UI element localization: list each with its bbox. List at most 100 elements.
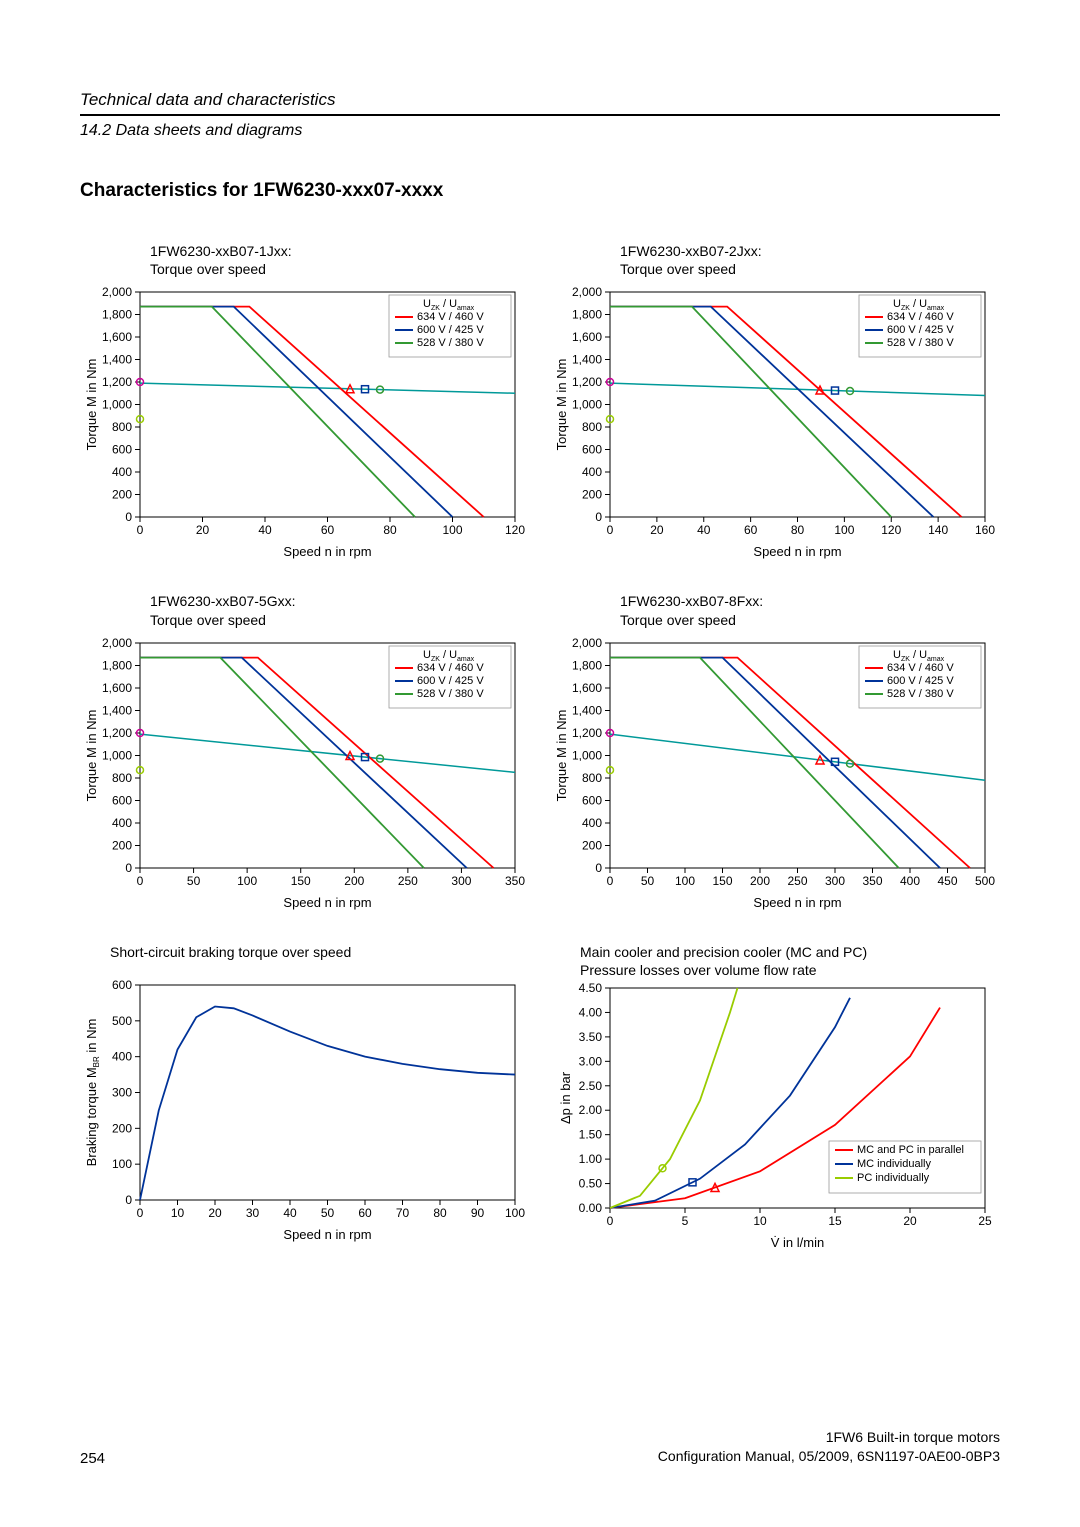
svg-text:200: 200 bbox=[112, 838, 132, 852]
svg-text:0.50: 0.50 bbox=[579, 1177, 603, 1191]
svg-text:40: 40 bbox=[697, 523, 711, 537]
svg-text:Speed n in rpm: Speed n in rpm bbox=[753, 895, 841, 910]
svg-text:0: 0 bbox=[137, 523, 144, 537]
chart-2-title2: Torque over speed bbox=[620, 260, 1000, 278]
chart-1-title2: Torque over speed bbox=[150, 260, 530, 278]
svg-text:0: 0 bbox=[125, 1193, 132, 1207]
svg-text:200: 200 bbox=[344, 874, 364, 888]
svg-text:400: 400 bbox=[112, 465, 132, 479]
svg-text:20: 20 bbox=[650, 523, 664, 537]
svg-text:100: 100 bbox=[112, 1157, 132, 1171]
svg-text:0: 0 bbox=[607, 874, 614, 888]
svg-text:400: 400 bbox=[900, 874, 920, 888]
svg-text:Torque M in Nm: Torque M in Nm bbox=[554, 359, 569, 451]
svg-text:634 V / 460 V: 634 V / 460 V bbox=[417, 311, 484, 323]
chart-braking-cell: Short-circuit braking torque over speed … bbox=[80, 943, 530, 1253]
svg-text:600: 600 bbox=[112, 978, 132, 992]
svg-text:1,200: 1,200 bbox=[102, 726, 132, 740]
svg-text:528 V / 380 V: 528 V / 380 V bbox=[417, 337, 484, 349]
svg-text:80: 80 bbox=[433, 1206, 447, 1220]
svg-text:634 V / 460 V: 634 V / 460 V bbox=[417, 662, 484, 674]
svg-text:1,400: 1,400 bbox=[102, 703, 132, 717]
svg-text:500: 500 bbox=[112, 1014, 132, 1028]
svg-text:200: 200 bbox=[750, 874, 770, 888]
svg-text:0.00: 0.00 bbox=[579, 1201, 603, 1215]
svg-text:140: 140 bbox=[928, 523, 948, 537]
svg-text:1.50: 1.50 bbox=[579, 1128, 603, 1142]
section-subtitle: 14.2 Data sheets and diagrams bbox=[80, 122, 1000, 140]
chart-2-title1: 1FW6230-xxB07-2Jxx: bbox=[620, 242, 1000, 260]
chart-3-cell: 1FW6230-xxB07-5Gxx: Torque over speed 05… bbox=[80, 592, 530, 912]
svg-text:600: 600 bbox=[582, 793, 602, 807]
svg-text:0: 0 bbox=[595, 861, 602, 875]
svg-text:20: 20 bbox=[903, 1214, 917, 1228]
svg-text:MC and PC in parallel: MC and PC in parallel bbox=[857, 1144, 964, 1156]
svg-text:80: 80 bbox=[383, 523, 397, 537]
svg-text:100: 100 bbox=[237, 874, 257, 888]
svg-text:Speed n in rpm: Speed n in rpm bbox=[753, 544, 841, 559]
svg-text:70: 70 bbox=[396, 1206, 410, 1220]
chart-pressure-cell: Main cooler and precision cooler (MC and… bbox=[550, 943, 1000, 1253]
svg-text:634 V / 460 V: 634 V / 460 V bbox=[887, 662, 954, 674]
svg-text:400: 400 bbox=[582, 816, 602, 830]
chart-3-title2: Torque over speed bbox=[150, 611, 530, 629]
chart-braking-svg: 0102030405060708090100010020030040050060… bbox=[80, 965, 525, 1245]
svg-text:1,400: 1,400 bbox=[102, 353, 132, 367]
svg-text:Torque M in Nm: Torque M in Nm bbox=[84, 709, 99, 801]
svg-text:60: 60 bbox=[358, 1206, 372, 1220]
svg-text:Speed n in rpm: Speed n in rpm bbox=[283, 895, 371, 910]
svg-text:2,000: 2,000 bbox=[572, 636, 602, 650]
chart-pressure-title1: Main cooler and precision cooler (MC and… bbox=[580, 943, 1000, 961]
svg-text:2.00: 2.00 bbox=[579, 1103, 603, 1117]
svg-text:600: 600 bbox=[112, 443, 132, 457]
svg-text:100: 100 bbox=[834, 523, 854, 537]
svg-text:634 V / 460 V: 634 V / 460 V bbox=[887, 311, 954, 323]
svg-text:50: 50 bbox=[641, 874, 655, 888]
svg-text:30: 30 bbox=[246, 1206, 260, 1220]
svg-text:10: 10 bbox=[753, 1214, 767, 1228]
svg-text:600 V / 425 V: 600 V / 425 V bbox=[887, 324, 954, 336]
svg-text:250: 250 bbox=[398, 874, 418, 888]
svg-text:1,000: 1,000 bbox=[102, 398, 132, 412]
chart-1-svg: 02040608010012002004006008001,0001,2001,… bbox=[80, 282, 525, 562]
svg-text:800: 800 bbox=[582, 771, 602, 785]
svg-text:3.50: 3.50 bbox=[579, 1030, 603, 1044]
chart-pressure-svg: 05101520250.000.501.001.502.002.503.003.… bbox=[550, 983, 995, 1253]
chart-4-cell: 1FW6230-xxB07-8Fxx: Torque over speed 05… bbox=[550, 592, 1000, 912]
svg-text:100: 100 bbox=[442, 523, 462, 537]
svg-text:1,000: 1,000 bbox=[102, 748, 132, 762]
svg-text:1,600: 1,600 bbox=[572, 681, 602, 695]
svg-text:600: 600 bbox=[112, 793, 132, 807]
chart-4-svg: 0501001502002503003504004505000200400600… bbox=[550, 633, 995, 913]
svg-text:60: 60 bbox=[321, 523, 335, 537]
svg-text:10: 10 bbox=[171, 1206, 185, 1220]
svg-text:0: 0 bbox=[595, 510, 602, 524]
svg-text:1,000: 1,000 bbox=[572, 398, 602, 412]
chart-1-cell: 1FW6230-xxB07-1Jxx: Torque over speed 02… bbox=[80, 242, 530, 562]
svg-text:600 V / 425 V: 600 V / 425 V bbox=[887, 675, 954, 687]
svg-text:0: 0 bbox=[137, 1206, 144, 1220]
svg-text:400: 400 bbox=[112, 1050, 132, 1064]
svg-text:1,200: 1,200 bbox=[572, 375, 602, 389]
svg-text:PC individually: PC individually bbox=[857, 1172, 930, 1184]
svg-text:100: 100 bbox=[505, 1206, 525, 1220]
svg-text:1,400: 1,400 bbox=[572, 703, 602, 717]
svg-text:1,200: 1,200 bbox=[572, 726, 602, 740]
chart-grid: 1FW6230-xxB07-1Jxx: Torque over speed 02… bbox=[80, 242, 1000, 1253]
svg-text:1,000: 1,000 bbox=[572, 748, 602, 762]
footer-right1: 1FW6 Built-in torque motors bbox=[658, 1428, 1000, 1448]
svg-text:20: 20 bbox=[208, 1206, 222, 1220]
svg-text:200: 200 bbox=[112, 488, 132, 502]
svg-text:350: 350 bbox=[862, 874, 882, 888]
svg-text:5: 5 bbox=[682, 1214, 689, 1228]
svg-text:1,600: 1,600 bbox=[102, 681, 132, 695]
svg-text:4.00: 4.00 bbox=[579, 1006, 603, 1020]
svg-text:300: 300 bbox=[825, 874, 845, 888]
svg-text:400: 400 bbox=[582, 465, 602, 479]
svg-text:Torque M in Nm: Torque M in Nm bbox=[84, 359, 99, 451]
svg-text:1.00: 1.00 bbox=[579, 1152, 603, 1166]
svg-text:160: 160 bbox=[975, 523, 995, 537]
svg-text:120: 120 bbox=[505, 523, 525, 537]
chart-2-cell: 1FW6230-xxB07-2Jxx: Torque over speed 0 2… bbox=[550, 242, 1000, 562]
svg-text:100: 100 bbox=[675, 874, 695, 888]
